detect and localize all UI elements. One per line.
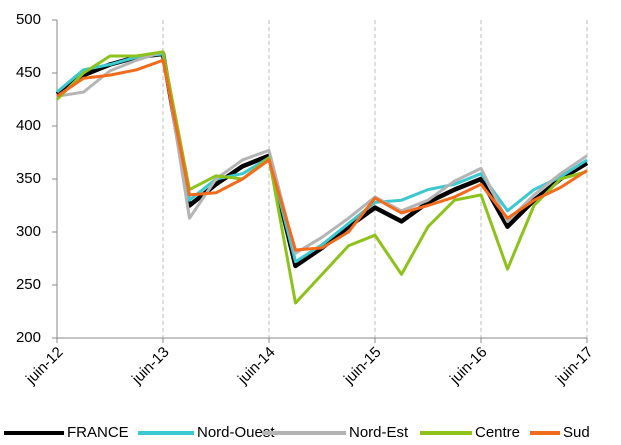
y-tick-label: 350 [16, 170, 41, 187]
line-series [56, 58, 588, 252]
x-tick-label: juin-14 [234, 344, 279, 389]
y-tick-label: 300 [16, 223, 41, 240]
x-tick-label: juin-16 [446, 344, 491, 389]
y-tick-label: 450 [16, 64, 41, 81]
line-series [56, 50, 588, 255]
y-tick-label: 500 [16, 11, 41, 28]
legend-label: Centre [475, 424, 520, 441]
y-tick-label: 200 [16, 329, 41, 346]
legend-label: FRANCE [67, 424, 129, 441]
x-tick-label: juin-12 [22, 344, 67, 389]
line-series [55, 51, 589, 269]
line-series [55, 50, 588, 305]
y-tick-label: 400 [16, 117, 41, 134]
x-tick-label: juin-17 [552, 344, 597, 389]
legend-label: Nord-Est [349, 424, 409, 441]
y-tick-label: 250 [16, 276, 41, 293]
x-tick-label: juin-15 [340, 344, 385, 389]
legend-label: Sud [563, 424, 590, 441]
line-series [56, 52, 588, 264]
legend-label: Nord-Ouest [197, 424, 275, 441]
x-tick-label: juin-13 [128, 344, 173, 389]
